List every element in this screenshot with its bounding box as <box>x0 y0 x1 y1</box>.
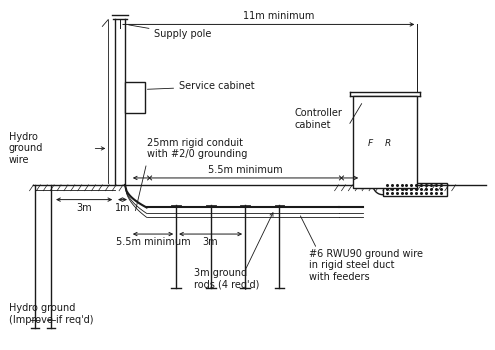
Text: 5.5m minimum: 5.5m minimum <box>116 237 191 247</box>
Text: 5.5m minimum: 5.5m minimum <box>208 165 283 175</box>
Text: Hydro
ground
wire: Hydro ground wire <box>9 132 43 165</box>
Text: Hydro ground
(Improve if req'd): Hydro ground (Improve if req'd) <box>9 303 94 324</box>
Text: R: R <box>385 140 391 148</box>
Bar <box>353 96 417 188</box>
Text: 25mm rigid conduit
with #2/0 grounding: 25mm rigid conduit with #2/0 grounding <box>147 138 247 159</box>
Text: 3m ground
rods (4 req'd): 3m ground rods (4 req'd) <box>194 268 259 290</box>
Bar <box>125 82 145 113</box>
Text: 3m: 3m <box>76 203 92 212</box>
Text: Service cabinet: Service cabinet <box>148 82 255 91</box>
Text: 3m: 3m <box>203 237 218 247</box>
Text: 1m: 1m <box>115 203 130 212</box>
Text: 11m minimum: 11m minimum <box>243 12 314 21</box>
Text: Supply pole: Supply pole <box>129 25 212 39</box>
Text: F: F <box>367 140 373 148</box>
Bar <box>383 183 447 196</box>
Text: #6 RWU90 ground wire
in rigid steel duct
with feeders: #6 RWU90 ground wire in rigid steel duct… <box>309 249 423 282</box>
Text: Controller
cabinet: Controller cabinet <box>294 108 342 130</box>
